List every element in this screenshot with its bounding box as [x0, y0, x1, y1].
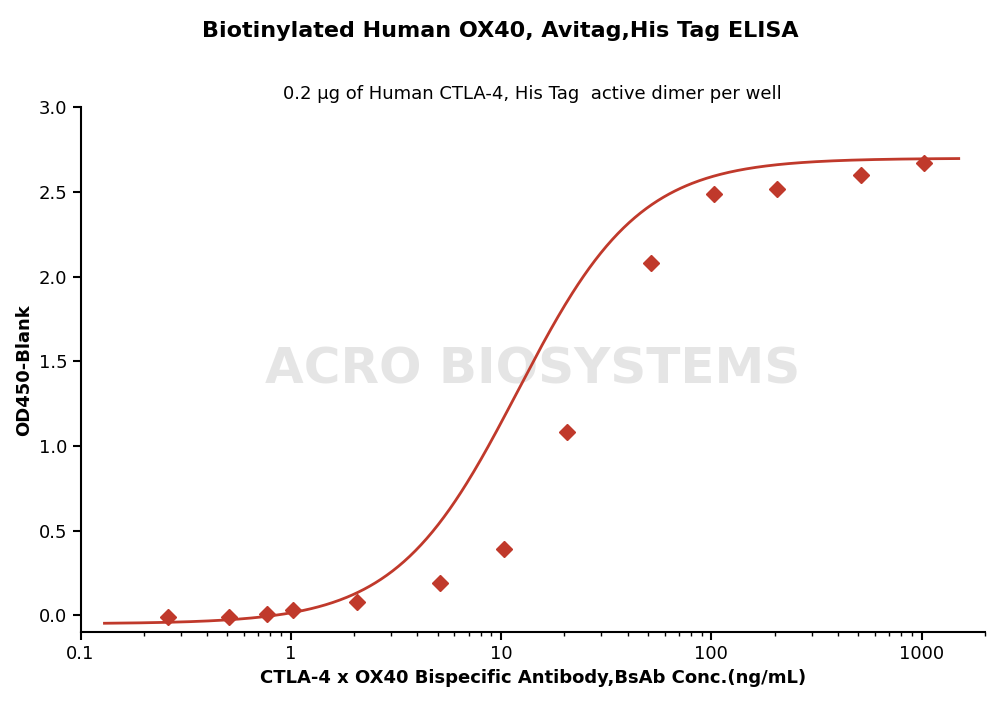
Text: Biotinylated Human OX40, Avitag,His Tag ELISA: Biotinylated Human OX40, Avitag,His Tag … [202, 21, 798, 41]
X-axis label: CTLA-4 x OX40 Bispecific Antibody,BsAb Conc.(ng/mL): CTLA-4 x OX40 Bispecific Antibody,BsAb C… [260, 669, 806, 687]
Title: 0.2 μg of Human CTLA-4, His Tag  active dimer per well: 0.2 μg of Human CTLA-4, His Tag active d… [283, 85, 782, 103]
Y-axis label: OD450-Blank: OD450-Blank [15, 304, 33, 436]
Text: ACRO BIOSYSTEMS: ACRO BIOSYSTEMS [265, 346, 800, 394]
